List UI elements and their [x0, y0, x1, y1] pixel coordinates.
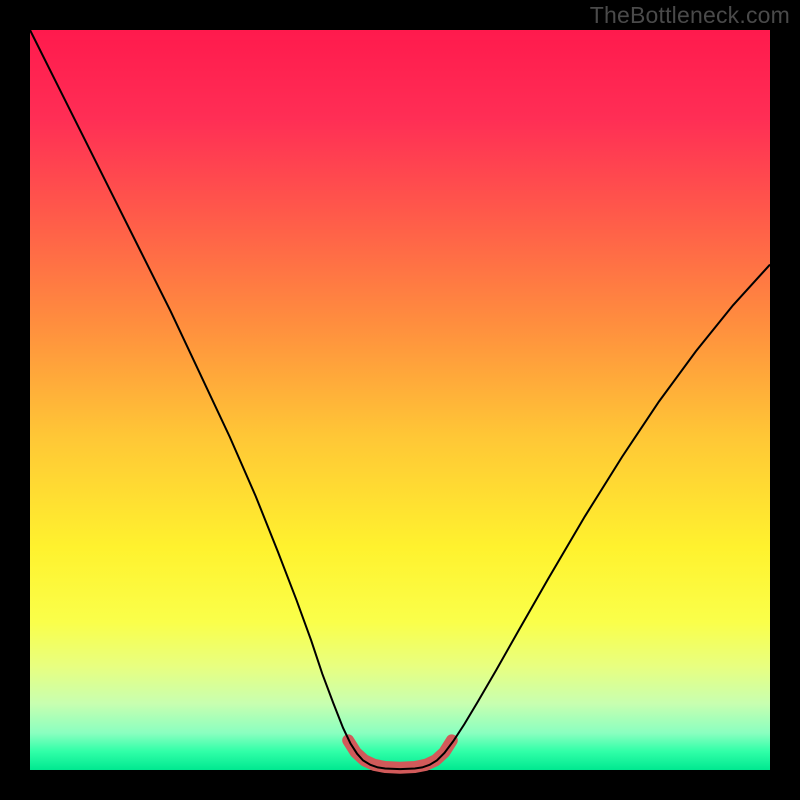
stage: TheBottleneck.com [0, 0, 800, 800]
watermark-text: TheBottleneck.com [590, 2, 790, 29]
bottleneck-chart [0, 0, 800, 800]
